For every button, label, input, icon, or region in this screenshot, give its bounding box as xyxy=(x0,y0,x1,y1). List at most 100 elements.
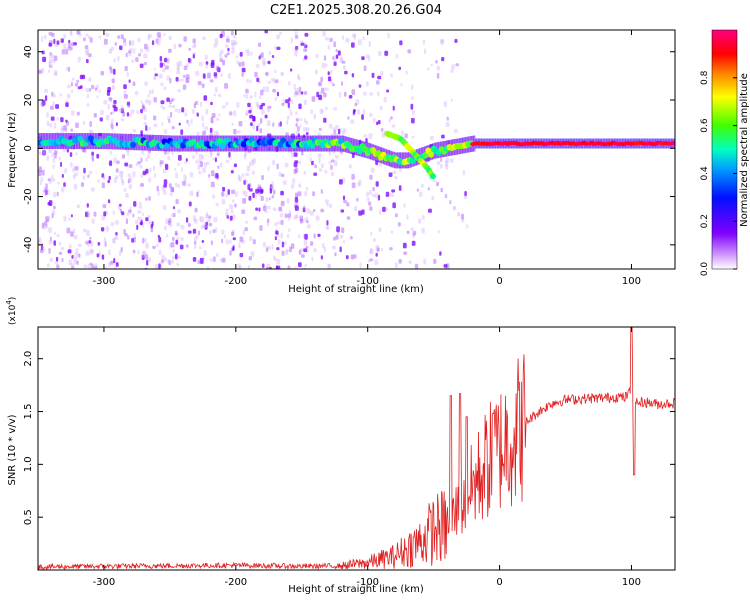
noise-cell xyxy=(198,153,203,160)
noise-cell xyxy=(196,191,199,197)
noise-cell xyxy=(317,82,321,86)
noise-cell xyxy=(318,157,321,164)
noise-cell xyxy=(268,266,272,269)
noise-cell xyxy=(369,112,373,117)
noise-cell xyxy=(334,252,337,257)
noise-cell xyxy=(132,171,136,178)
noise-cell xyxy=(194,236,197,242)
ridge-halo-cell xyxy=(413,150,416,167)
noise-cell xyxy=(145,46,150,52)
noise-cell xyxy=(194,101,199,105)
noise-cell xyxy=(218,113,221,117)
noise-cell xyxy=(102,204,107,209)
noise-cell xyxy=(445,122,450,127)
noise-cell xyxy=(304,42,307,47)
noise-cell xyxy=(232,35,237,39)
noise-cell xyxy=(344,91,347,97)
noise-cell xyxy=(97,179,100,183)
noise-cell xyxy=(77,56,81,63)
noise-cell xyxy=(357,182,361,187)
noise-cell xyxy=(57,181,60,185)
noise-cell xyxy=(333,107,338,111)
noise-cell xyxy=(49,52,52,56)
noise-cell xyxy=(320,76,323,83)
noise-cell xyxy=(129,113,132,117)
noise-cell xyxy=(265,196,269,203)
noise-cell xyxy=(326,203,329,207)
noise-cell xyxy=(346,216,351,220)
noise-cell xyxy=(168,104,172,108)
noise-cell xyxy=(411,135,415,139)
noise-cell xyxy=(125,94,128,98)
noise-cell xyxy=(358,84,362,88)
noise-cell xyxy=(45,95,48,101)
noise-cell xyxy=(297,73,300,80)
noise-cell xyxy=(260,89,264,96)
noise-cell xyxy=(158,73,163,79)
noise-cell xyxy=(148,196,151,201)
noise-cell xyxy=(51,174,54,179)
noise-cell xyxy=(73,42,77,46)
noise-cell xyxy=(67,93,71,99)
noise-cell xyxy=(250,122,253,127)
noise-cell xyxy=(143,238,147,243)
noise-cell xyxy=(167,220,171,226)
noise-cell xyxy=(304,233,308,240)
noise-cell xyxy=(274,236,277,241)
noise-cell xyxy=(232,245,235,251)
noise-cell xyxy=(423,258,427,265)
noise-cell xyxy=(276,234,280,238)
noise-cell xyxy=(248,256,252,261)
noise-cell xyxy=(205,61,209,65)
noise-cell xyxy=(155,38,159,44)
noise-cell xyxy=(261,52,264,58)
noise-cell xyxy=(406,214,409,220)
noise-cell xyxy=(257,103,259,110)
noise-cell xyxy=(262,242,267,248)
noise-cell xyxy=(234,203,237,208)
noise-cell xyxy=(328,160,332,165)
noise-cell xyxy=(78,253,81,258)
noise-cell xyxy=(250,159,255,166)
noise-cell xyxy=(76,204,81,209)
snr-scale-exponent: 4 xyxy=(5,300,13,305)
noise-cell xyxy=(54,261,59,265)
noise-cell xyxy=(115,220,119,225)
snr-y-label: SNR (10 * v/v) xyxy=(7,414,18,485)
noise-cell xyxy=(247,184,251,190)
noise-cell xyxy=(110,260,114,265)
noise-cell xyxy=(131,237,134,243)
noise-cell xyxy=(403,251,408,255)
noise-cell xyxy=(209,79,214,83)
noise-cell xyxy=(219,33,223,39)
noise-cell xyxy=(380,247,384,252)
noise-cell xyxy=(121,211,125,216)
ridge-cell xyxy=(309,142,316,149)
noise-cell xyxy=(225,193,228,198)
noise-cell xyxy=(56,191,59,197)
noise-cell xyxy=(421,215,425,220)
noise-cell xyxy=(87,263,91,269)
noise-cell xyxy=(46,155,50,161)
noise-cell xyxy=(306,220,309,224)
noise-cell xyxy=(342,240,345,244)
noise-cell xyxy=(252,115,256,122)
noise-cell xyxy=(76,79,79,84)
noise-cell xyxy=(107,199,111,204)
noise-cell xyxy=(44,88,49,94)
noise-cell xyxy=(204,162,207,169)
noise-cell xyxy=(112,68,116,75)
noise-cell xyxy=(153,67,156,71)
noise-cell xyxy=(231,30,234,36)
noise-cell xyxy=(317,233,321,237)
noise-cell xyxy=(198,171,202,175)
noise-cell xyxy=(342,128,347,133)
noise-cell xyxy=(216,130,219,137)
noise-cell xyxy=(91,154,95,160)
noise-cell xyxy=(76,30,81,35)
noise-cell xyxy=(274,97,278,101)
ridge-tail-cell xyxy=(453,206,456,211)
noise-cell xyxy=(87,174,90,178)
noise-cell xyxy=(204,126,209,131)
noise-cell xyxy=(110,46,114,51)
